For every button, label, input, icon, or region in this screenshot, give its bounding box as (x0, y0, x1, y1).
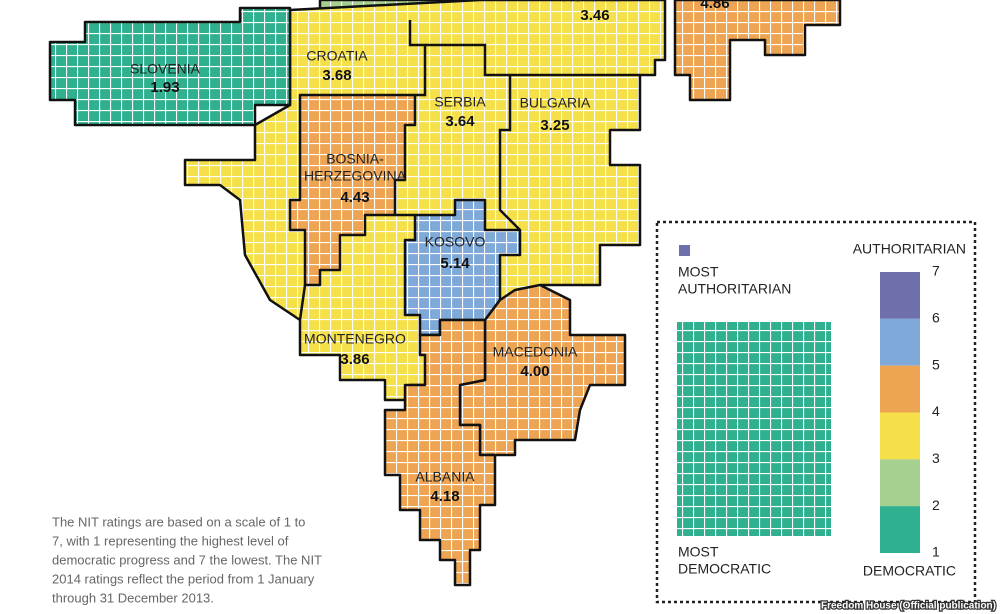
note-line: through 31 December 2013. (52, 590, 214, 605)
legend-label: DEMOCRATIC (863, 563, 956, 579)
country-score: 4.00 (520, 363, 549, 380)
authoritarian-cell (679, 245, 690, 256)
scale-label: 3 (932, 450, 940, 466)
scale-label: 5 (932, 356, 940, 372)
country-name: CROATIA (306, 48, 368, 64)
country-score: 3.86 (340, 351, 369, 368)
country-score: 4.18 (430, 488, 459, 505)
country-layer: ROMANIA 3.46 4.86 SLOVENIA 1.93 CROATIA 3.68 SE… (48, 0, 842, 587)
country-score: 1.93 (150, 79, 179, 96)
country-name: ROMANIA (562, 0, 628, 5)
country-score: 5.14 (440, 255, 470, 272)
country-name: HERZEGOVINA (304, 168, 407, 184)
scale-label: 6 (932, 310, 940, 326)
scale-band (880, 412, 920, 460)
scale-label: 7 (932, 263, 940, 279)
country-score: 3.68 (322, 67, 351, 84)
country-name: BULGARIA (520, 95, 591, 111)
scale-label: 4 (932, 403, 940, 419)
note: The NIT ratings are based on a scale of … (52, 514, 322, 605)
country-name: KOSOVO (425, 234, 486, 250)
note-line: democratic progress and 7 the lowest. Th… (52, 552, 322, 567)
border (298, 284, 307, 321)
legend-label: AUTHORITARIAN (678, 281, 791, 297)
country-grid (673, 0, 842, 102)
country-name: ALBANIA (415, 469, 475, 485)
scale-label: 2 (932, 497, 940, 513)
country-name: SLOVENIA (130, 61, 201, 77)
border (498, 75, 521, 231)
country-score: 3.25 (540, 117, 569, 134)
country-name: MACEDONIA (493, 344, 578, 360)
legend-label: DEMOCRATIC (678, 561, 771, 577)
note-line: 7, with 1 representing the highest level… (52, 533, 289, 548)
country-name: MONTENEGRO (304, 331, 406, 347)
scale-band (880, 318, 920, 366)
note-line: The NIT ratings are based on a scale of … (52, 514, 305, 529)
country-name: SERBIA (434, 94, 486, 110)
scale-band (880, 272, 920, 319)
border (425, 43, 640, 77)
scale-band (880, 365, 920, 413)
note-line: 2014 ratings reflect the period from 1 J… (52, 571, 315, 586)
country-score: 4.43 (340, 189, 369, 206)
legend: MOSTAUTHORITARIANMOSTDEMOCRATICAUTHORITA… (677, 241, 966, 579)
country-score: 3.64 (445, 113, 475, 130)
country-name: BOSNIA- (326, 151, 384, 167)
scale-label: 1 (932, 544, 940, 560)
country-grid (383, 318, 497, 587)
country-score: 3.46 (580, 7, 609, 24)
legend-label: MOST (678, 544, 719, 560)
country-grid (48, 6, 292, 127)
credit: Freedom House (Official publication) (821, 601, 996, 612)
scale-band (880, 506, 920, 553)
country-score: 4.86 (700, 0, 729, 12)
country-grid (288, 93, 417, 287)
legend-label: AUTHORITARIAN (853, 241, 966, 257)
legend-label: MOST (678, 264, 719, 280)
democratic-grid (677, 322, 831, 536)
scale-band (880, 459, 920, 507)
